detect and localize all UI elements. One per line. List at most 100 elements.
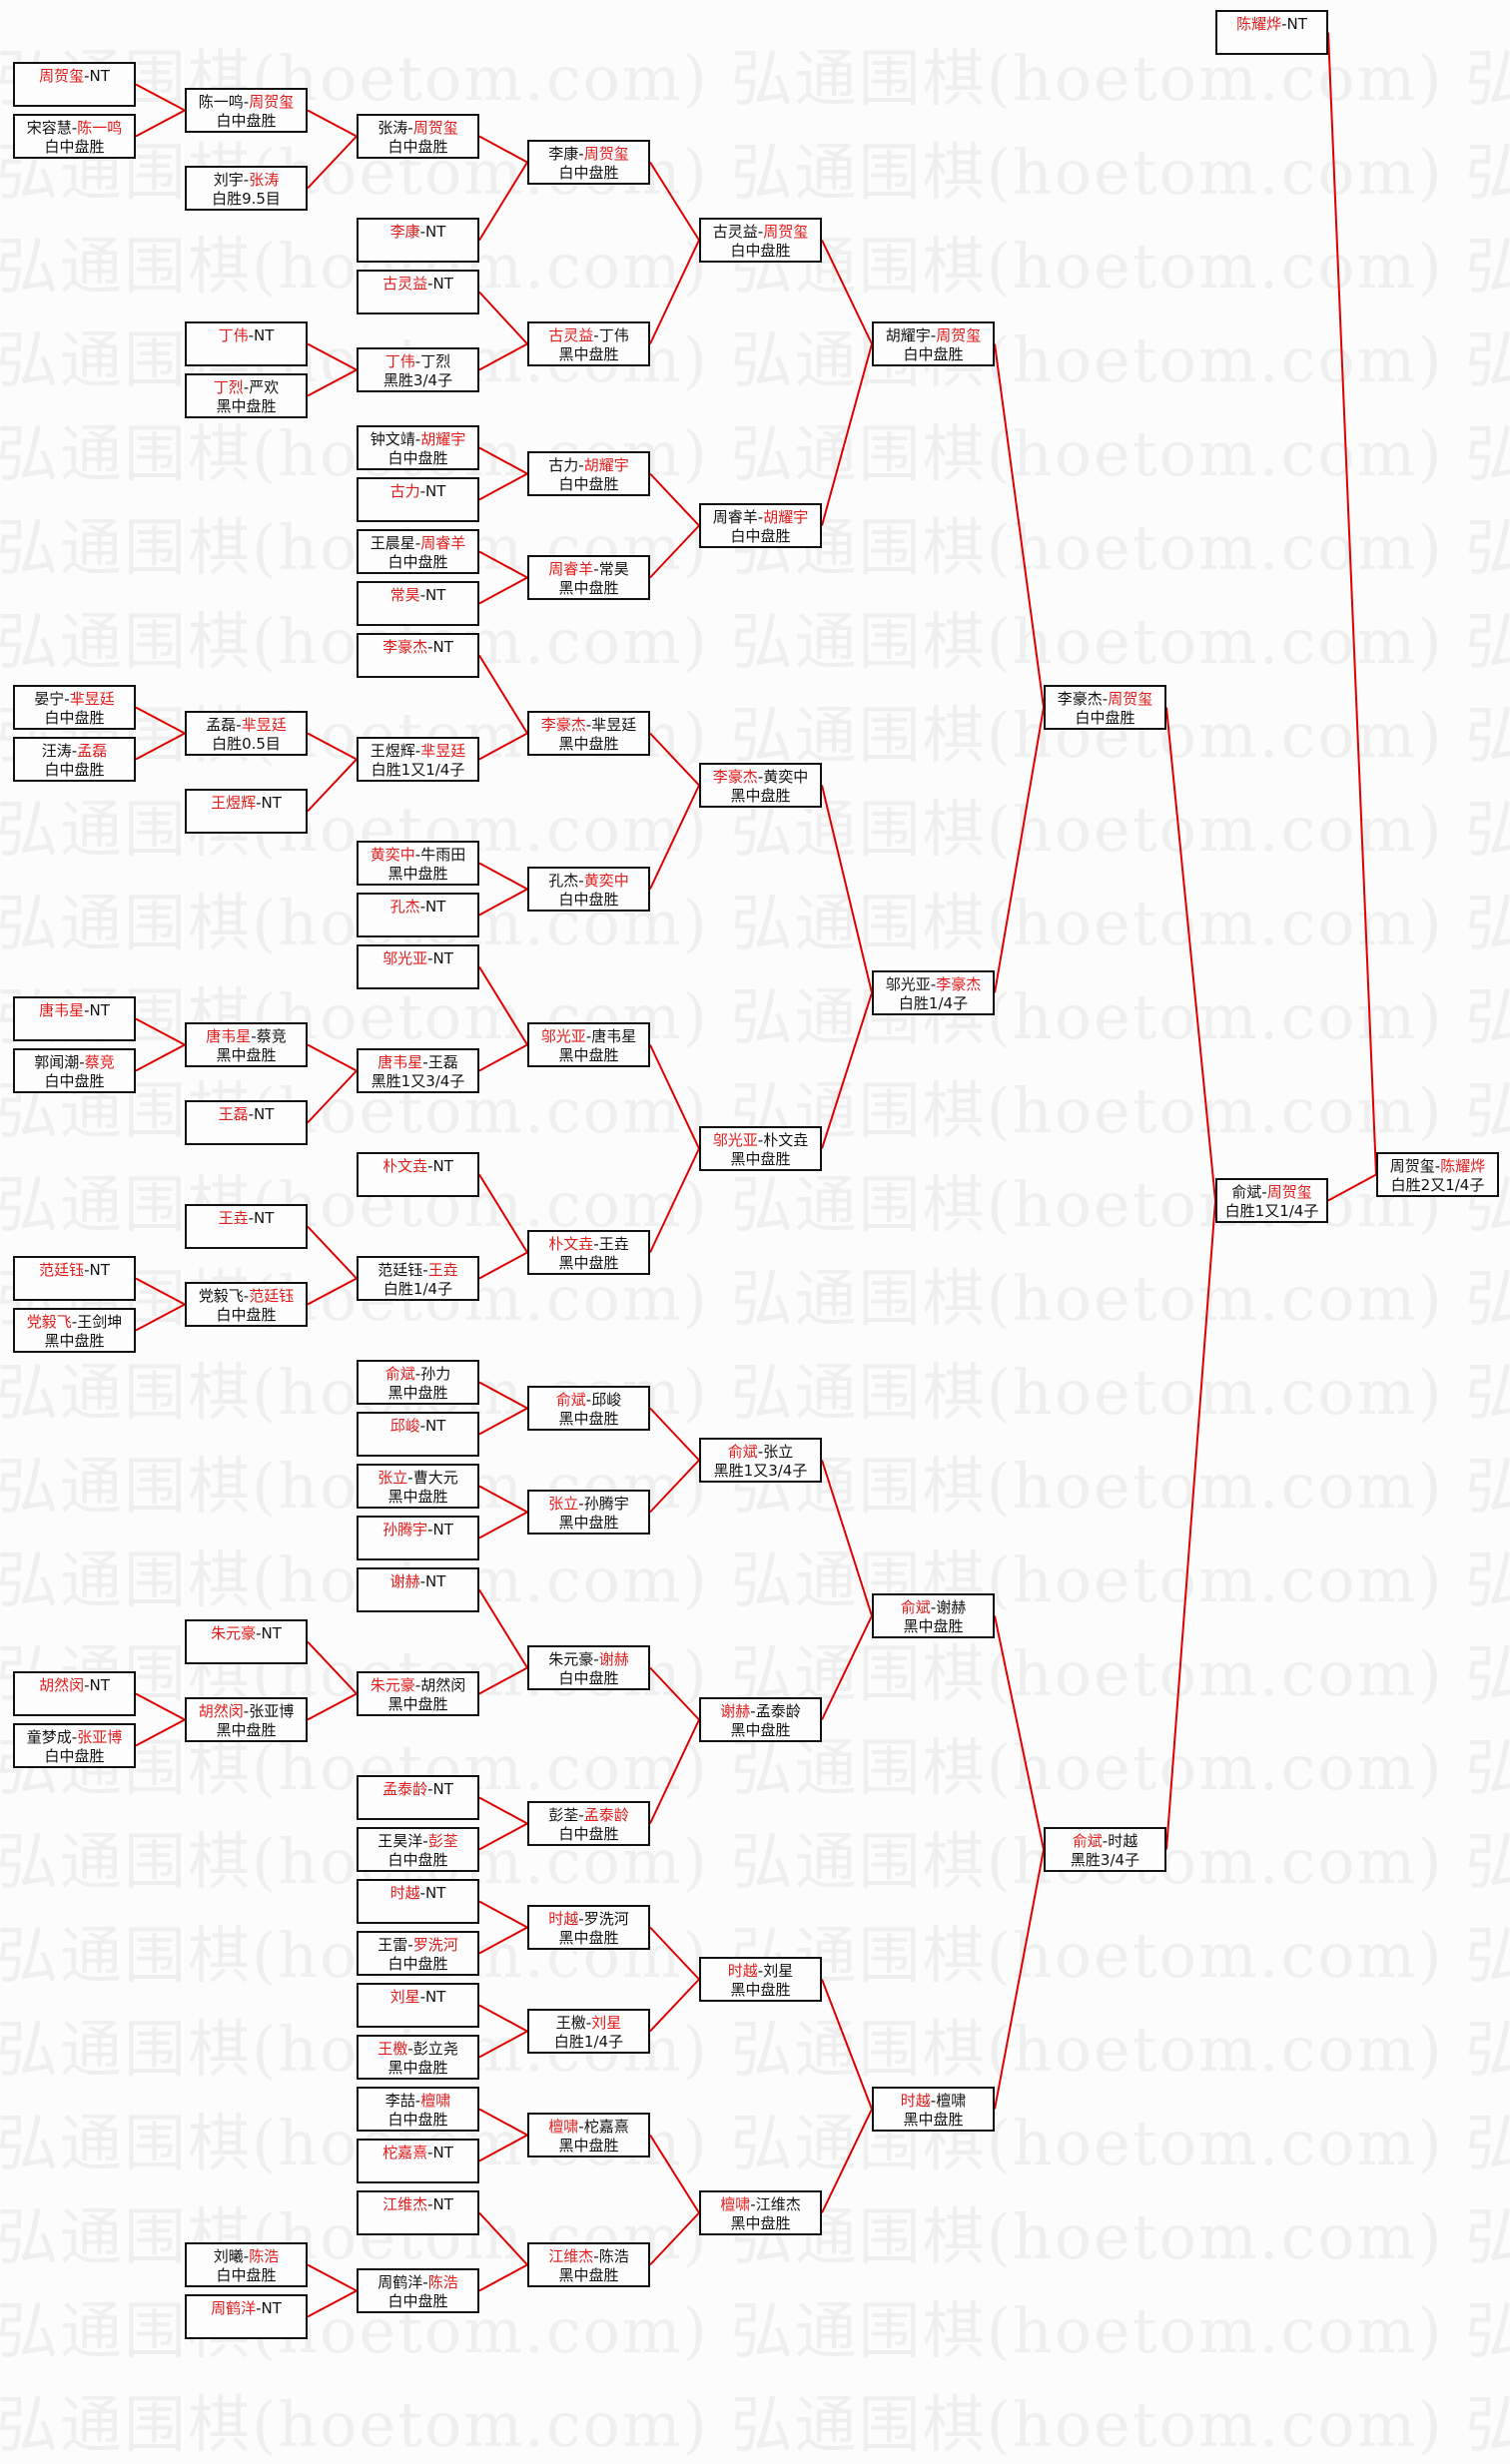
match-result: 白中盘胜	[44, 761, 105, 779]
match-players: 王煜辉-芈昱廷	[359, 742, 477, 761]
player-two: 牛雨田	[420, 846, 466, 864]
match-result: 黑中盘胜	[730, 1150, 791, 1168]
connector-line	[821, 1615, 873, 1720]
match-box: 邱峻-NT	[357, 1412, 479, 1457]
player-two: 张亚博	[77, 1728, 123, 1746]
match-box: 黄奕中-牛雨田 黑中盘胜	[357, 841, 479, 886]
match-players: 朱元豪-NT	[187, 1624, 306, 1643]
player-one: 周鹤洋	[378, 2273, 423, 2291]
match-box: 谢赫-孟泰龄 黑中盘胜	[699, 1697, 822, 1742]
match-players: 李豪杰-黄奕中	[701, 768, 820, 787]
match-box: 周鹤洋-NT	[185, 2294, 308, 2339]
player-two: 周贺玺	[1108, 690, 1153, 708]
separator: -	[419, 1884, 426, 1902]
player-two: 丁伟	[598, 326, 629, 344]
player-two: 江维杰	[755, 2195, 801, 2213]
player-two: 胡然闵	[420, 1676, 466, 1694]
match-box: 俞斌-谢赫 黑中盘胜	[872, 1593, 995, 1638]
match-box: 李豪杰-周贺玺 白中盘胜	[1044, 685, 1166, 730]
connector-line	[649, 1719, 700, 1824]
match-players: 汪涛-孟磊	[15, 742, 134, 761]
player-one: 王昊洋	[378, 1832, 423, 1850]
player-one: 时越	[727, 1962, 758, 1980]
match-box: 古灵益-丁伟 黑中盘胜	[527, 321, 650, 366]
match-players: 周睿羊-胡耀宇	[701, 508, 820, 527]
separator: -	[414, 534, 421, 552]
match-box: 古力-NT	[357, 477, 479, 522]
player-one: 邬光亚	[885, 975, 931, 993]
player-one: 彭荃	[548, 1806, 579, 1824]
connector-line	[821, 992, 873, 1149]
match-result: 白中盘胜	[1075, 709, 1135, 727]
connector-line	[821, 785, 873, 993]
connector-line	[478, 654, 528, 735]
match-players: 孟泰龄-NT	[359, 1780, 477, 1799]
player-one: 朱元豪	[548, 1650, 594, 1668]
match-box: 古灵益-周贺玺 白中盘胜	[699, 218, 822, 263]
connector-line	[135, 1718, 186, 1747]
match-box: 檀啸-江维杰 黑中盘胜	[699, 2190, 822, 2235]
separator: -	[71, 1313, 78, 1331]
player-one: 朴文垚	[382, 1157, 428, 1175]
separator: -	[251, 1027, 257, 1045]
match-players: 俞斌-谢赫	[874, 1598, 993, 1617]
match-players: 时越-NT	[359, 1884, 477, 1903]
match-players: 丁烈-严欢	[187, 378, 306, 397]
match-players: 周鹤洋-NT	[187, 2299, 306, 2318]
player-two: 孟泰龄	[755, 1702, 801, 1720]
match-box: 俞斌-孙力 黑中盘胜	[357, 1360, 479, 1405]
match-players: 党毅飞-王剑坤	[15, 1313, 134, 1332]
match-box: 陈一鸣-周贺玺 白中盘胜	[185, 88, 308, 133]
separator: -	[585, 1027, 592, 1045]
match-box: 孟泰龄-NT	[357, 1775, 479, 1820]
separator: -	[422, 1053, 428, 1071]
connector-line	[478, 1251, 528, 1280]
player-one: 王檄	[378, 2040, 408, 2058]
match-players: 唐韦星-NT	[15, 1001, 134, 1020]
match-box: 孙腾宇-NT	[357, 1516, 479, 1560]
separator: -	[427, 1521, 433, 1539]
separator: -	[71, 742, 78, 760]
separator: -	[578, 145, 584, 163]
player-two: 朴文垚	[763, 1131, 809, 1149]
player-two: NT	[89, 67, 110, 85]
player-one: 李康	[548, 145, 579, 163]
match-box: 刘星-NT	[357, 1983, 479, 2028]
match-result: 黑中盘胜	[558, 1046, 619, 1064]
match-box: 唐韦星-王磊 黑胜1又3/4子	[357, 1048, 479, 1093]
player-two: 黄奕中	[763, 768, 809, 786]
match-result: 白中盘胜	[558, 891, 619, 909]
connector-line	[478, 2211, 528, 2266]
match-players: 朴文垚-NT	[359, 1157, 477, 1176]
separator: -	[248, 1209, 255, 1227]
match-players: 孙腾宇-NT	[359, 1521, 477, 1540]
player-two: NT	[425, 1988, 446, 2006]
connector-line	[649, 1148, 700, 1253]
match-players: 唐韦星-王磊	[359, 1053, 477, 1072]
match-players: 王檄-彭立尧	[359, 2040, 477, 2059]
separator: -	[757, 768, 764, 786]
connector-line	[478, 732, 528, 761]
match-result: 黑中盘胜	[387, 2059, 448, 2077]
separator: -	[407, 119, 413, 137]
match-box: 刘宇-张涛 白胜9.5目	[185, 166, 308, 211]
player-two: 芈昱廷	[241, 716, 287, 734]
match-box: 古力-胡耀宇 白中盘胜	[527, 451, 650, 496]
player-one: 刘星	[389, 1988, 420, 2006]
connector-line	[478, 965, 528, 1046]
connector-line	[649, 1459, 700, 1514]
separator: -	[414, 742, 421, 760]
connector-line	[135, 732, 186, 761]
connector-line	[1327, 32, 1377, 1175]
connector-line	[307, 1069, 358, 1124]
separator: -	[750, 1702, 756, 1720]
match-box: 汪涛-孟磊 白中盘胜	[13, 737, 136, 782]
match-box: 邬光亚-朴文垚 黑中盘胜	[699, 1126, 822, 1171]
player-two: 谢赫	[598, 1650, 629, 1668]
match-result: 黑胜1又3/4子	[713, 1462, 808, 1480]
player-one: 王雷	[378, 1936, 408, 1954]
match-result: 白胜1/4子	[553, 2033, 624, 2051]
player-two: 李豪杰	[936, 975, 982, 993]
connector-line	[649, 2211, 700, 2266]
connector-line	[135, 1692, 186, 1721]
